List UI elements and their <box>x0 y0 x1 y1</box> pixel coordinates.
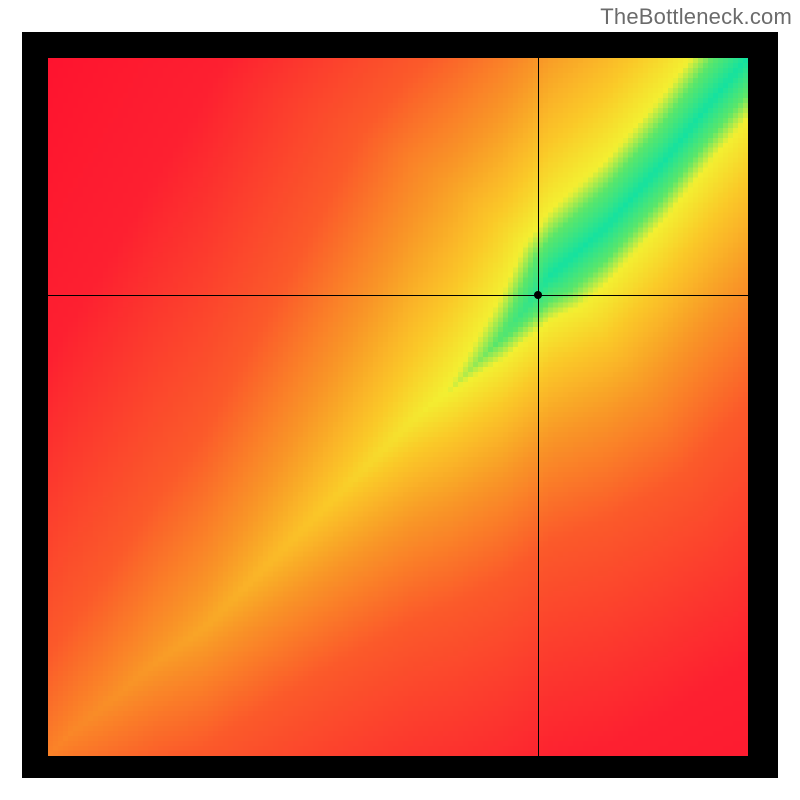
crosshair-vertical <box>538 58 539 756</box>
bottleneck-heatmap-canvas <box>48 58 748 756</box>
selection-marker-icon <box>534 291 542 299</box>
watermark-text: TheBottleneck.com <box>600 4 792 30</box>
bottleneck-heatmap-frame <box>22 32 778 778</box>
crosshair-horizontal <box>48 295 748 296</box>
